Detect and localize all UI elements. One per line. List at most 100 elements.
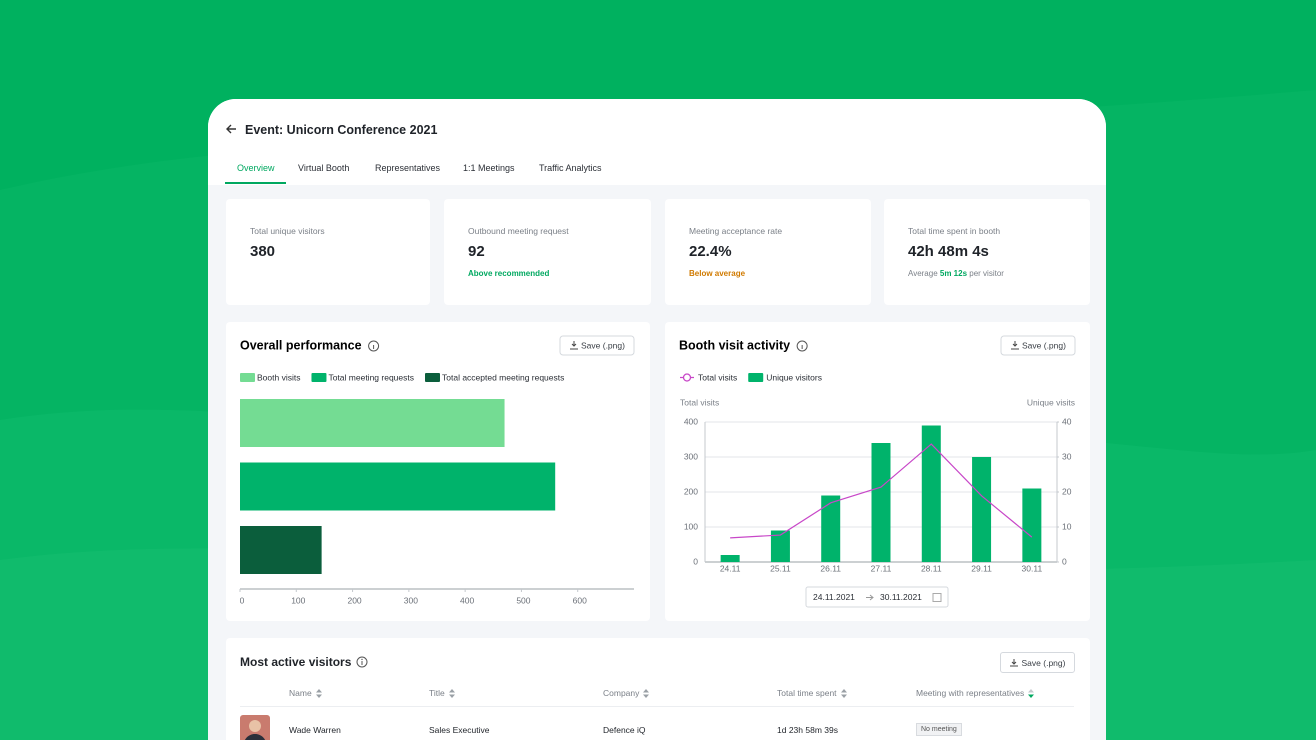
legend-label: Total accepted meeting requests <box>442 372 564 382</box>
cell: Wade Warren <box>289 725 341 735</box>
legend-swatch <box>425 373 440 382</box>
column-header[interactable]: Title <box>429 688 455 698</box>
tab[interactable]: Representatives <box>375 163 441 173</box>
table-title: Most active visitors <box>240 655 352 669</box>
header: Event: Unicorn Conference 2021 Overview … <box>208 99 1106 185</box>
page-title: Event: Unicorn Conference 2021 <box>245 123 438 137</box>
save-button[interactable]: Save (.png) <box>1000 335 1076 356</box>
tab[interactable]: Virtual Booth <box>298 163 350 173</box>
button-box <box>1000 335 1076 356</box>
note-text: Average <box>908 269 938 278</box>
column-header[interactable]: Meeting with representatives <box>916 688 1035 698</box>
x-tick-label: 28.11 <box>921 563 942 573</box>
x-tick-label: 29.11 <box>971 563 992 573</box>
y2-tick-label: 30 <box>1062 451 1072 461</box>
legend-marker <box>682 373 692 382</box>
column-header[interactable]: Company <box>603 688 650 698</box>
legend-swatch <box>311 373 327 382</box>
bar <box>972 457 992 562</box>
x-tick-label: 24.11 <box>720 563 741 573</box>
legend-label: Total meeting requests <box>328 372 414 382</box>
status-badge: No meeting <box>916 723 962 736</box>
header-label: Company <box>603 688 640 698</box>
tab[interactable]: 1:1 Meetings <box>463 163 515 173</box>
chart-title: Booth visit activity <box>679 338 790 352</box>
sort-icon <box>1028 688 1035 698</box>
bar <box>240 526 322 574</box>
cell: Sales Executive <box>429 725 490 735</box>
y-tick-label: 400 <box>684 416 698 426</box>
stat-card: Total time spent in booth 42h 48m 4s Ave… <box>884 199 1090 305</box>
button-label: Save (.png) <box>1022 340 1066 350</box>
bar <box>240 462 556 511</box>
bar <box>921 425 941 562</box>
y-tick-label: 0 <box>693 556 698 566</box>
x-tick-label: 30.11 <box>1022 563 1043 573</box>
date-end: 30.11.2021 <box>880 592 922 602</box>
info-icon[interactable] <box>368 340 380 352</box>
y2-axis-label: Unique visits <box>1027 397 1075 407</box>
info-icon[interactable] <box>356 656 368 668</box>
note-highlight: 5m 12s <box>939 269 968 278</box>
stat-card: Total unique visitors 380 <box>226 199 430 305</box>
date-picker[interactable]: 24.11.2021 30.11.2021 <box>805 586 949 608</box>
x-tick-label: 100 <box>291 595 305 605</box>
info-circle <box>368 340 380 352</box>
tab[interactable]: Overview <box>237 163 275 173</box>
x-tick-label: 400 <box>460 595 474 605</box>
stat-value: 380 <box>250 243 276 260</box>
stat-label: Outbound meeting request <box>468 226 569 236</box>
x-tick-label: 500 <box>516 595 530 605</box>
bar <box>1022 488 1042 562</box>
calendar-icon <box>932 593 942 602</box>
stat-note: Above recommended <box>468 269 550 278</box>
save-button[interactable]: Save (.png) <box>1000 652 1075 673</box>
save-button[interactable]: Save (.png) <box>559 335 635 356</box>
bar <box>821 495 841 562</box>
sort-icon <box>448 688 455 698</box>
stat-value: 42h 48m 4s <box>908 243 989 260</box>
download-icon <box>1009 658 1018 666</box>
button-label: Save (.png) <box>581 340 625 350</box>
stat-note: Average 5m 12s per visitor <box>908 269 1004 278</box>
stat-card: Outbound meeting request 92 Above recomm… <box>444 199 651 305</box>
header-divider <box>240 706 1074 707</box>
header-label: Title <box>429 688 445 698</box>
cell: Defence iQ <box>603 725 646 735</box>
x-tick-label: 26.11 <box>820 563 841 573</box>
column-header[interactable]: Total time spent <box>777 688 847 698</box>
stat-label: Total unique visitors <box>250 226 325 236</box>
column-header[interactable]: Name <box>289 688 322 698</box>
bar <box>770 530 790 562</box>
x-tick-label: 600 <box>573 595 587 605</box>
date-arrow <box>866 594 874 601</box>
date-box <box>805 586 949 608</box>
bar <box>720 555 740 562</box>
back-button[interactable] <box>224 122 238 136</box>
event-card: Event: Unicorn Conference 2021 Overview … <box>208 99 1106 740</box>
y-tick-label: 300 <box>684 451 698 461</box>
x-tick-label: 27.11 <box>871 563 892 573</box>
button-box <box>559 335 635 356</box>
line <box>730 443 1033 539</box>
x-tick-label: 0 <box>240 595 245 605</box>
y2-tick-label: 10 <box>1062 521 1072 531</box>
header-label: Meeting with representatives <box>916 688 1025 698</box>
sort-icon <box>315 688 322 698</box>
legend-label: Booth visits <box>257 372 300 382</box>
y2-tick-label: 20 <box>1062 486 1072 496</box>
header-label: Total time spent <box>777 688 837 698</box>
y-tick-label: 200 <box>684 486 698 496</box>
x-tick-label: 300 <box>404 595 418 605</box>
download-icon <box>570 341 578 350</box>
tab-indicator <box>225 182 286 184</box>
button-label: Save (.png) <box>1021 657 1066 668</box>
info-icon[interactable] <box>796 340 808 352</box>
sort-icon <box>840 688 847 698</box>
avatar <box>240 715 270 740</box>
chart-panel: Overall performance Save (.png) Booth visi… <box>226 322 650 621</box>
stat-label: Meeting acceptance rate <box>689 226 783 236</box>
tab[interactable]: Traffic Analytics <box>539 163 602 173</box>
date-start: 24.11.2021 <box>813 592 855 602</box>
stat-note: Below average <box>689 269 746 278</box>
